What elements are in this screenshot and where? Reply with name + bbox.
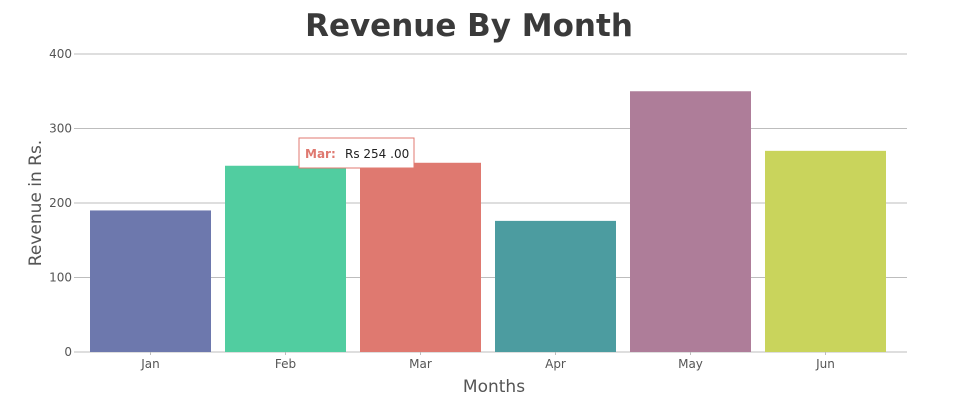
bar-jan[interactable] <box>90 210 211 352</box>
y-tick-label: 0 <box>64 345 72 359</box>
x-tick-label: Jun <box>815 357 835 371</box>
y-tick-label: 400 <box>49 47 72 61</box>
x-tick-label: Jan <box>140 357 160 371</box>
bar-apr[interactable] <box>495 220 616 352</box>
x-tick-label: Feb <box>275 357 296 371</box>
bar-feb[interactable] <box>225 165 346 352</box>
tooltip-label: Mar: <box>305 147 336 161</box>
tooltip: Mar: Rs 254 .00 <box>298 137 415 169</box>
bar-mar[interactable] <box>360 162 481 352</box>
y-axis-title: Revenue in Rs. <box>26 140 46 266</box>
y-tick-label: 300 <box>49 122 72 136</box>
y-tick-label: 200 <box>49 196 72 210</box>
chart-title: Revenue By Month <box>305 8 633 44</box>
bar-jun[interactable] <box>765 150 886 352</box>
x-tick-label: Mar <box>409 357 432 371</box>
tooltip-value: Rs 254 .00 <box>345 147 409 161</box>
x-tick-label: Apr <box>545 357 566 371</box>
bar-may[interactable] <box>630 91 751 352</box>
tooltip-box <box>298 137 415 169</box>
x-axis-title: Months <box>463 377 525 397</box>
y-tick-label: 100 <box>49 271 72 285</box>
x-tick-label: May <box>678 357 703 371</box>
